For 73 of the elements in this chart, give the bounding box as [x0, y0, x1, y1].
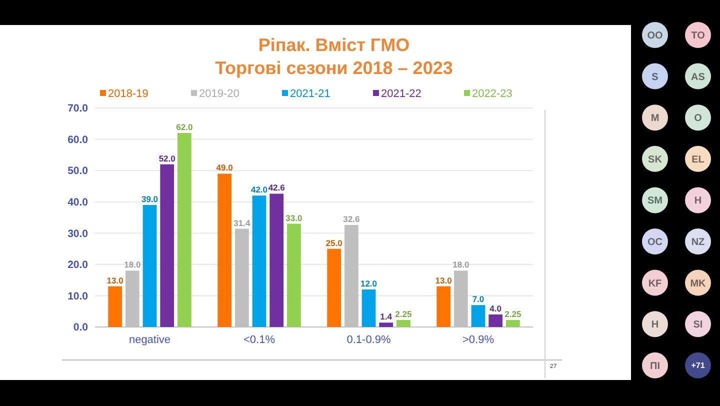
- data-label: 1.4: [380, 312, 392, 322]
- text: SI: [693, 320, 703, 331]
- bar: [396, 320, 410, 327]
- text: M: [650, 113, 660, 124]
- bar: [270, 194, 284, 327]
- text: MK: [690, 278, 707, 290]
- bar: [362, 289, 376, 327]
- bar: [177, 133, 192, 327]
- legend-label: 2021-21: [290, 88, 330, 100]
- bar: [142, 204, 157, 327]
- text: H: [694, 196, 702, 207]
- text: OC: [648, 237, 662, 248]
- legend-label: 2021-22: [381, 88, 422, 100]
- x-tick-label: negative: [128, 334, 171, 346]
- bar: [488, 314, 503, 327]
- data-label: 39.0: [141, 194, 158, 204]
- y-tick-label: 0.0: [73, 322, 88, 334]
- data-label: 52.0: [158, 153, 176, 164]
- text: S: [652, 72, 659, 83]
- legend-label: 2018-19: [108, 88, 148, 100]
- y-tick-label: 20.0: [68, 259, 88, 272]
- bar: [108, 286, 122, 327]
- data-label: 42.6: [268, 182, 286, 193]
- data-label: 12.0: [360, 278, 378, 288]
- bar: [506, 320, 520, 327]
- bar: [327, 248, 342, 327]
- data-label: 18.0: [452, 260, 470, 270]
- data-label: 32.6: [343, 214, 360, 224]
- bar: [160, 164, 174, 327]
- x-tick-label: 0.1-0.9%: [346, 334, 391, 346]
- y-tick-label: 30.0: [68, 228, 88, 240]
- data-label: 4.0: [490, 303, 502, 314]
- data-label: 49.0: [216, 162, 234, 173]
- text: AS: [691, 72, 706, 83]
- data-label: 62.0: [176, 122, 193, 132]
- data-label: 18.0: [124, 260, 141, 270]
- data-label: 42.0: [250, 184, 268, 195]
- text: O: [694, 113, 702, 124]
- data-label: 2.25: [395, 308, 412, 319]
- bar: [471, 305, 486, 327]
- text: EL: [692, 154, 704, 166]
- bar: [379, 322, 394, 327]
- text: NZ: [691, 237, 705, 248]
- chart-title: Ріпак. Вміст ГМО: [258, 35, 410, 55]
- bar: [286, 224, 301, 327]
- bar: [436, 286, 451, 327]
- x-tick-label: >0.9%: [462, 334, 494, 346]
- y-tick-label: 60.0: [68, 134, 88, 146]
- legend-label: 2019-20: [199, 88, 240, 100]
- y-tick-label: 50.0: [68, 165, 88, 178]
- y-tick-label: 40.0: [68, 196, 88, 209]
- data-label: 31.4: [234, 218, 250, 228]
- bar: [218, 174, 232, 327]
- text: OO: [647, 30, 663, 42]
- text: ПІ: [650, 360, 660, 372]
- data-label: 13.0: [435, 275, 452, 286]
- text: SM: [648, 196, 662, 207]
- data-label: 33.0: [286, 212, 302, 223]
- y-tick-label: 10.0: [68, 290, 88, 302]
- text: H: [651, 320, 659, 331]
- chart-subtitle: Торгові сезони 2018 – 2023: [215, 58, 453, 78]
- data-label: 25.0: [326, 238, 343, 248]
- bar: [252, 196, 266, 327]
- text: +71: [691, 361, 706, 370]
- data-label: 13.0: [106, 275, 124, 286]
- x-tick-label: <0.1%: [244, 334, 276, 346]
- text: TO: [691, 30, 706, 42]
- text: KF: [648, 278, 662, 290]
- text: SK: [648, 154, 663, 166]
- data-label: 7.0: [472, 294, 484, 304]
- data-label: 2.25: [504, 308, 522, 319]
- y-tick-label: 70.0: [68, 102, 88, 115]
- legend-label: 2022-23: [472, 88, 512, 100]
